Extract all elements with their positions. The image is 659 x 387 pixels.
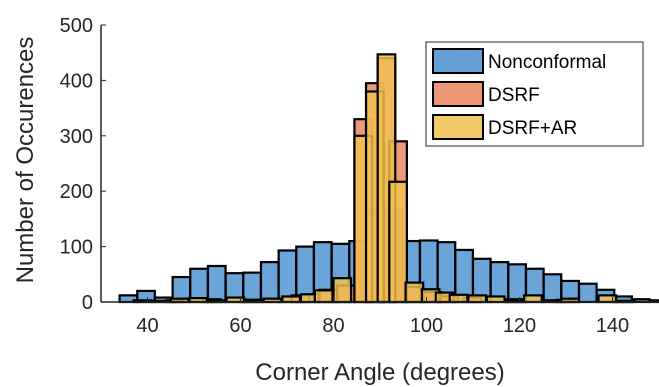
histogram-bar bbox=[388, 180, 408, 304]
x-ticks: 40 60 80 100 120 140 bbox=[136, 297, 629, 337]
x-tick-label: 40 bbox=[136, 315, 158, 337]
legend-swatch-dsrf bbox=[432, 81, 484, 107]
histogram-bar bbox=[206, 264, 227, 304]
histogram-bar bbox=[485, 295, 506, 304]
histogram-bar bbox=[242, 271, 262, 304]
legend-label-dsrf: DSRF bbox=[488, 85, 540, 106]
histogram-bar bbox=[259, 261, 280, 304]
x-tick-label: 120 bbox=[503, 315, 536, 337]
x-axis-label: Corner Angle (degrees) bbox=[255, 359, 504, 386]
y-ticks: 0 100 200 300 400 500 bbox=[60, 15, 106, 314]
y-tick-label: 300 bbox=[60, 126, 93, 148]
x-tick-label: 60 bbox=[229, 315, 251, 337]
y-tick-label: 500 bbox=[60, 15, 93, 37]
axes bbox=[100, 25, 659, 303]
legend-label-dsrf-ar: DSRF+AR bbox=[488, 118, 577, 139]
histogram-bar bbox=[577, 282, 598, 304]
histogram-bar bbox=[542, 273, 563, 304]
y-tick-label: 0 bbox=[82, 292, 93, 314]
histogram-bar bbox=[523, 294, 543, 304]
histogram-bar bbox=[597, 294, 618, 304]
histogram-bar bbox=[448, 293, 469, 304]
y-tick-label: 200 bbox=[60, 181, 93, 203]
histogram-bar bbox=[281, 295, 302, 304]
legend-swatch-nonconformal bbox=[432, 48, 484, 74]
legend-swatch-dsrf-ar bbox=[432, 114, 484, 140]
x-tick-label: 80 bbox=[322, 315, 344, 337]
y-axis-label: Number of Occurences bbox=[12, 37, 39, 284]
y-tick-label: 100 bbox=[60, 237, 93, 259]
histogram-bar bbox=[313, 289, 334, 304]
series-dsrf-ar bbox=[132, 53, 636, 304]
x-tick-label: 140 bbox=[596, 315, 629, 337]
legend-label-nonconformal: Nonconformal bbox=[488, 52, 606, 73]
histogram-bar bbox=[467, 294, 488, 304]
histogram-bar bbox=[332, 277, 353, 304]
legend: Nonconformal DSRF DSRF+AR bbox=[425, 41, 644, 147]
histogram-bar bbox=[404, 281, 425, 304]
x-tick-label: 100 bbox=[410, 315, 443, 337]
histogram-bar bbox=[189, 267, 209, 304]
y-tick-label: 400 bbox=[60, 70, 93, 92]
